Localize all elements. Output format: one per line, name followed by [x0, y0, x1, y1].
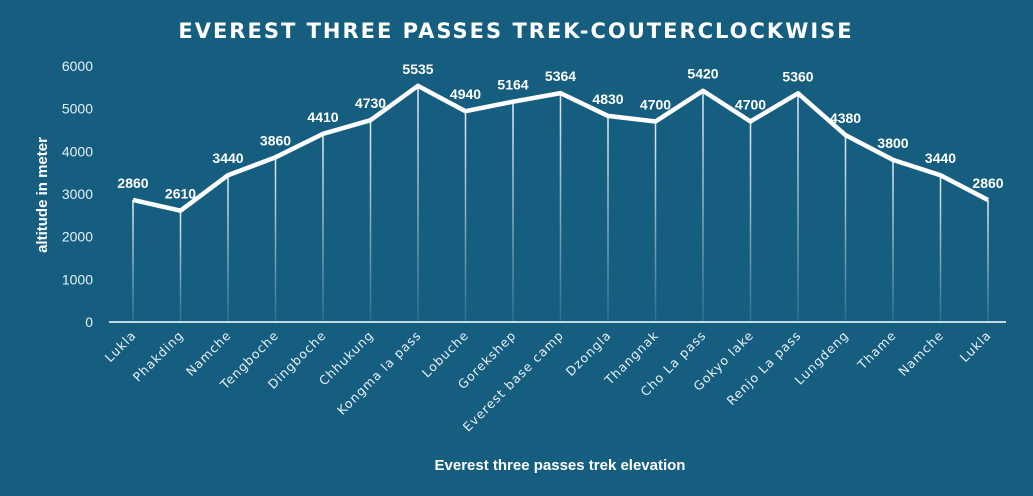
data-label: 3440 [212, 150, 243, 166]
drop-line [322, 133, 324, 322]
drop-line [512, 101, 514, 322]
drop-line [179, 210, 182, 322]
data-label: 4700 [735, 96, 766, 112]
data-label: 2860 [972, 175, 1003, 191]
drop-line [987, 199, 989, 322]
drop-line [274, 157, 277, 322]
data-label: 5164 [497, 77, 528, 93]
drop-line [797, 93, 799, 322]
data-label: 4830 [592, 91, 623, 107]
y-axis-label: altitude in meter [34, 137, 51, 253]
x-tick-label: Lukla [102, 328, 140, 366]
drop-line [702, 90, 704, 322]
data-label: 5360 [782, 68, 813, 84]
drop-line [227, 175, 229, 322]
drop-line [369, 120, 372, 322]
y-tick-label: 6000 [62, 58, 93, 74]
drop-line [607, 115, 609, 322]
drop-line [559, 93, 562, 322]
drop-line [844, 135, 847, 322]
x-tick-label: Phakding [130, 328, 187, 385]
data-label: 4730 [355, 95, 386, 111]
drop-line [749, 121, 752, 322]
x-tick-label: Kongma la pass [334, 328, 424, 418]
y-tick-label: 2000 [62, 229, 93, 245]
data-label: 2860 [117, 175, 148, 191]
data-label: 4940 [450, 86, 481, 102]
y-tick-label: 0 [85, 314, 93, 330]
x-axis-label: Everest three passes trek elevation [435, 457, 686, 474]
data-label: 4380 [830, 110, 861, 126]
y-tick-label: 4000 [62, 143, 93, 159]
data-label: 5535 [402, 61, 433, 77]
data-label: 2610 [165, 186, 196, 202]
drop-line [654, 121, 657, 322]
chart-title: EVEREST THREE PASSES TREK-COUTERCLOCKWIS… [178, 19, 853, 43]
data-label: 5420 [687, 66, 718, 82]
data-label: 4410 [307, 109, 338, 125]
y-tick-label: 1000 [62, 271, 93, 287]
drop-line [417, 85, 419, 322]
data-label: 3440 [925, 150, 956, 166]
x-tick-label: Thame [854, 328, 899, 373]
drop-line [464, 111, 467, 322]
drop-line [132, 199, 134, 322]
x-tick-label: Namche [895, 328, 946, 379]
data-label: 3800 [877, 135, 908, 151]
data-label: 5364 [545, 68, 576, 84]
y-tick-label: 5000 [62, 101, 93, 117]
data-label: 4700 [640, 96, 671, 112]
drop-line [939, 175, 942, 322]
x-tick-label: Lukla [957, 328, 995, 366]
data-label: 3860 [260, 132, 291, 148]
drop-line [892, 159, 894, 322]
y-tick-label: 3000 [62, 186, 93, 202]
